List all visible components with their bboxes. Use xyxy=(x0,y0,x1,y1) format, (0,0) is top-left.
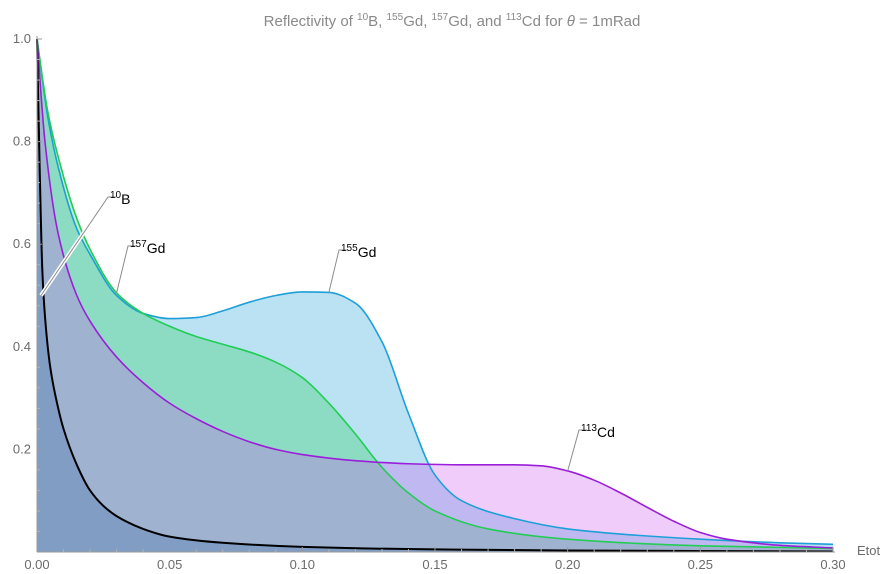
area-fill-cd113 xyxy=(37,39,833,552)
y-tick-label: 0.2 xyxy=(13,441,31,456)
label-leader-gd157 xyxy=(116,245,136,294)
label-leader-b10 xyxy=(40,196,116,296)
series-line-cd113 xyxy=(36,38,834,549)
y-tick-label: 0.4 xyxy=(13,339,31,354)
area-fills xyxy=(37,39,833,552)
series-label-gd157: 157Gd xyxy=(130,239,165,256)
label-leader-gd155 xyxy=(328,249,347,293)
x-tick-label: 0.00 xyxy=(24,557,49,572)
x-tick-label: 0.20 xyxy=(555,557,580,572)
area-fill-gd157 xyxy=(37,39,833,552)
y-tick-label: 1.0 xyxy=(13,31,31,46)
y-tick-label: 0.6 xyxy=(13,236,31,251)
chart-title: Reflectivity of 10B, 155Gd, 157Gd, and 1… xyxy=(264,12,641,30)
y-tick-label: 0.8 xyxy=(13,134,31,149)
x-tick-label: 0.10 xyxy=(290,557,315,572)
axes: 0.00 0.05 0.10 0.15 0.20 0.25 0.30 0.2 0.4 0.6 0.8… xyxy=(13,31,846,572)
series-label-gd155: 155Gd xyxy=(341,243,376,260)
x-tick-label: 0.25 xyxy=(688,557,713,572)
area-fill-gd155 xyxy=(37,39,833,552)
label-leader-cd113 xyxy=(567,429,587,472)
x-axis-title: Etot xyxy=(857,543,881,558)
series-label-b10: 10B xyxy=(110,190,130,207)
x-tick-label: 0.15 xyxy=(422,557,447,572)
x-tick-label: 0.30 xyxy=(820,557,845,572)
series-line-gd155 xyxy=(36,38,834,546)
x-tick-label: 0.05 xyxy=(157,557,182,572)
series-label-cd113: 113Cd xyxy=(581,423,615,440)
curve-labels: 155Gd 157Gd 113Cd 10B xyxy=(39,190,615,472)
